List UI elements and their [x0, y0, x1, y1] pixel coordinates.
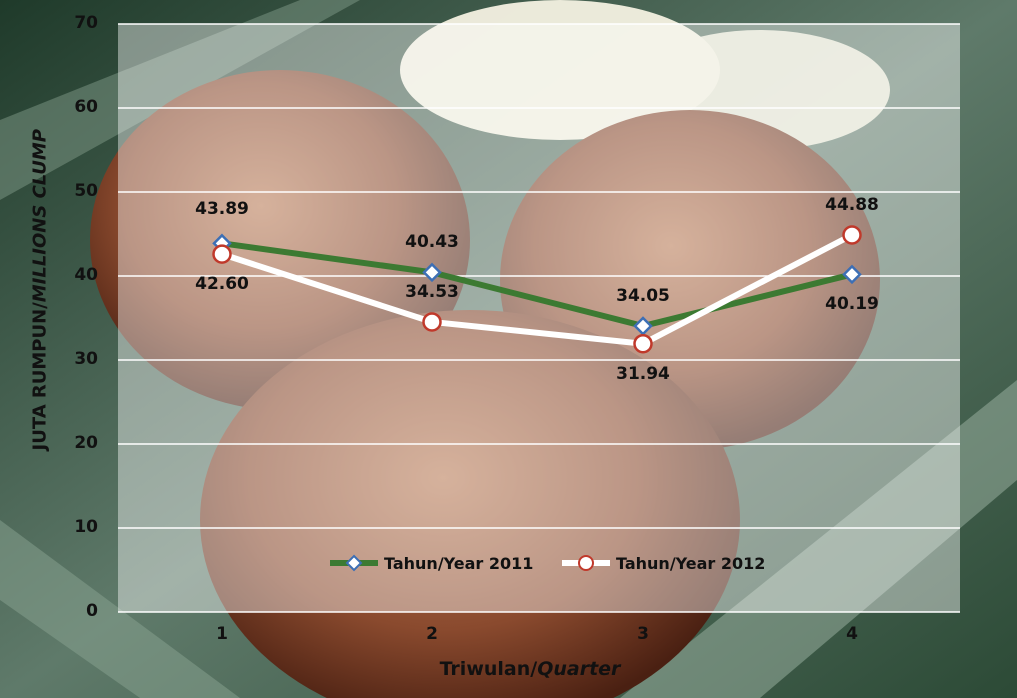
- series-line-1: [221, 232, 854, 347]
- legend-label-2011: Tahun/Year 2011: [384, 553, 534, 573]
- data-label: 43.89: [195, 199, 249, 220]
- diamond-marker: [842, 264, 862, 285]
- legend-marker-2012: [562, 555, 610, 571]
- legend-label-2012: Tahun/Year 2012: [616, 553, 766, 573]
- circle-marker: [842, 225, 862, 245]
- data-label: 40.43: [405, 232, 459, 253]
- gridlines: [118, 23, 960, 613]
- legend-item-2012: Tahun/Year 2012: [562, 551, 765, 575]
- x-tick-label: 1: [216, 624, 228, 644]
- y-tick-label: 40: [74, 265, 98, 285]
- x-tick-label: 3: [637, 624, 649, 644]
- x-tick-label: 2: [426, 624, 438, 644]
- series-lines: [221, 232, 854, 347]
- circle-marker: [422, 312, 442, 332]
- x-axis-label: Triwulan/Quarter: [439, 658, 621, 680]
- y-tick-label: 10: [74, 517, 98, 537]
- circle-marker: [212, 244, 232, 264]
- series-markers: [212, 225, 862, 354]
- data-label: 44.88: [825, 195, 879, 215]
- circle-marker: [633, 333, 653, 354]
- plot-area: [118, 24, 960, 612]
- data-label: 34.53: [405, 281, 459, 302]
- data-label: 42.60: [195, 274, 249, 295]
- y-tick-label: 50: [74, 181, 98, 201]
- y-tick-label: 0: [86, 601, 98, 621]
- x-tick-label: 4: [846, 624, 858, 644]
- y-tick-label: 60: [74, 97, 98, 117]
- series-line-0: [221, 240, 853, 329]
- y-tick-label: 70: [74, 13, 98, 33]
- y-axis-label: JUTA RUMPUN/MILLIONS CLUMP: [29, 129, 51, 451]
- data-label: 40.19: [825, 294, 879, 315]
- legend-item-2011: Tahun/Year 2011: [330, 551, 533, 575]
- data-label: 31.94: [616, 363, 670, 384]
- data-label: 34.05: [616, 285, 670, 306]
- legend-marker-2011: [330, 554, 378, 572]
- y-tick-label: 30: [74, 349, 98, 369]
- y-tick-label: 20: [74, 433, 98, 453]
- diamond-marker: [422, 262, 442, 283]
